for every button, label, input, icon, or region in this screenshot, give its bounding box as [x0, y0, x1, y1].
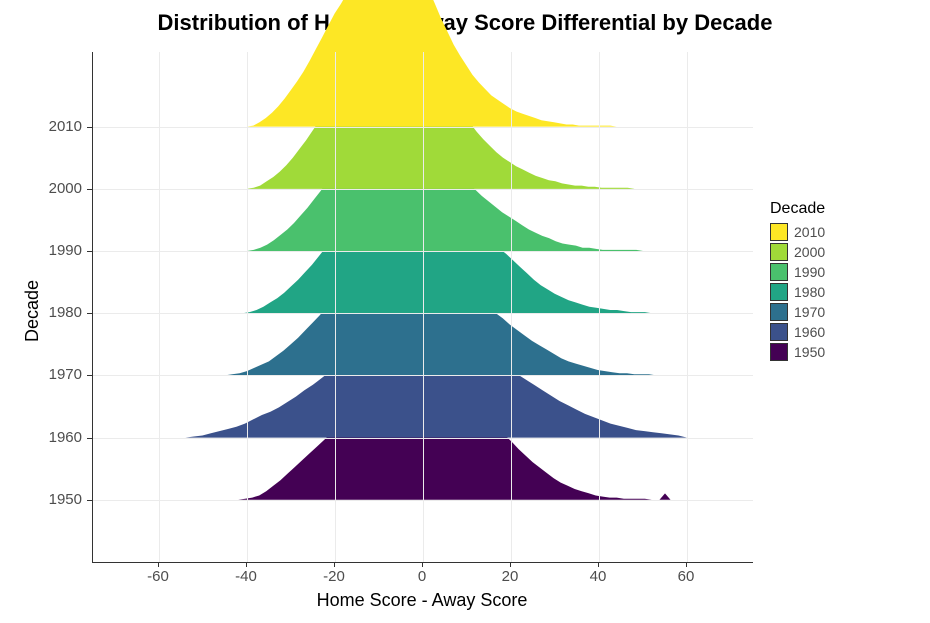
gridline-v: [335, 52, 336, 562]
legend-swatch: [770, 323, 788, 341]
x-tick-mark: [510, 562, 511, 567]
gridline-v: [423, 52, 424, 562]
x-tick-mark: [158, 562, 159, 567]
gridline-h: [93, 375, 753, 376]
y-tick-mark: [87, 127, 92, 128]
y-tick-mark: [87, 500, 92, 501]
x-tick-label: -40: [216, 568, 276, 585]
gridline-h: [93, 251, 753, 252]
legend-swatch: [770, 283, 788, 301]
legend-label: 2010: [794, 224, 825, 240]
y-tick-label: 1980: [32, 304, 82, 321]
legend-label: 1960: [794, 324, 825, 340]
legend-label: 1980: [794, 284, 825, 300]
legend-label: 2000: [794, 244, 825, 260]
plot-panel: [92, 52, 753, 563]
gridline-h: [93, 438, 753, 439]
gridline-v: [599, 52, 600, 562]
y-tick-mark: [87, 189, 92, 190]
y-tick-mark: [87, 313, 92, 314]
legend-label: 1950: [794, 344, 825, 360]
gridline-h: [93, 189, 753, 190]
legend-label: 1970: [794, 304, 825, 320]
y-tick-mark: [87, 375, 92, 376]
gridline-v: [247, 52, 248, 562]
gridline-h: [93, 127, 753, 128]
y-tick-label: 2000: [32, 180, 82, 197]
y-tick-label: 1990: [32, 242, 82, 259]
gridline-v: [687, 52, 688, 562]
gridline-v: [511, 52, 512, 562]
x-tick-mark: [246, 562, 247, 567]
chart-root: { "title": "Distribution of Home vs Away…: [0, 0, 930, 623]
legend: Decade 2010 2000 1990 1980 1970 1960 1950: [770, 200, 825, 362]
x-tick-mark: [598, 562, 599, 567]
y-tick-label: 1960: [32, 429, 82, 446]
x-tick-mark: [422, 562, 423, 567]
legend-swatch: [770, 223, 788, 241]
legend-swatch: [770, 303, 788, 321]
y-tick-label: 1950: [32, 491, 82, 508]
x-tick-label: -60: [128, 568, 188, 585]
legend-item: 1990: [770, 262, 825, 282]
legend-swatch: [770, 263, 788, 281]
y-tick-label: 1970: [32, 366, 82, 383]
legend-item: 1980: [770, 282, 825, 302]
y-tick-label: 2010: [32, 118, 82, 135]
y-tick-mark: [87, 251, 92, 252]
gridline-v: [159, 52, 160, 562]
x-tick-label: -20: [304, 568, 364, 585]
legend-item: 2010: [770, 222, 825, 242]
legend-item: 2000: [770, 242, 825, 262]
x-axis-label: Home Score - Away Score: [92, 590, 752, 611]
legend-swatch: [770, 243, 788, 261]
x-tick-label: 40: [568, 568, 628, 585]
legend-item: 1970: [770, 302, 825, 322]
legend-item: 1950: [770, 342, 825, 362]
legend-swatch: [770, 343, 788, 361]
y-tick-mark: [87, 438, 92, 439]
gridline-h: [93, 313, 753, 314]
legend-item: 1960: [770, 322, 825, 342]
chart-title: Distribution of Home vs Away Score Diffe…: [0, 10, 930, 36]
x-tick-mark: [334, 562, 335, 567]
gridline-h: [93, 500, 753, 501]
x-tick-label: 20: [480, 568, 540, 585]
x-tick-label: 0: [392, 568, 452, 585]
x-tick-mark: [686, 562, 687, 567]
legend-title: Decade: [770, 200, 825, 218]
legend-label: 1990: [794, 264, 825, 280]
x-tick-label: 60: [656, 568, 716, 585]
